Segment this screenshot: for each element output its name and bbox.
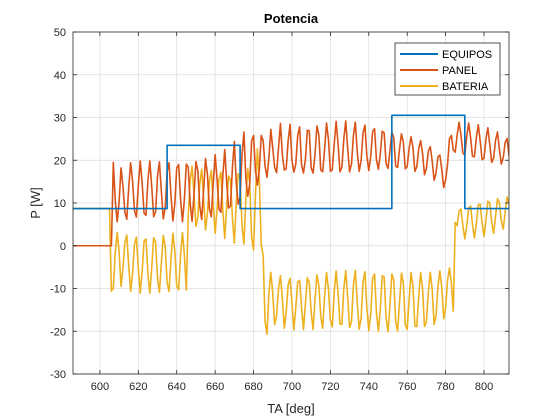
legend: EQUIPOS PANEL BATERIA: [394, 42, 501, 96]
y-tick-label: 50: [54, 27, 66, 39]
y-tick-label: -20: [50, 326, 66, 338]
y-tick-label: 10: [54, 198, 66, 210]
y-tick-label: -30: [50, 369, 66, 381]
x-tick-label: 760: [398, 381, 416, 393]
y-tick-label: 0: [60, 241, 66, 253]
legend-label-panel: PANEL: [442, 65, 477, 77]
x-axis-label: TA [deg]: [267, 401, 314, 416]
x-tick-label: 660: [206, 381, 224, 393]
x-tick-label: 600: [91, 381, 109, 393]
series-line-equipos: [73, 114, 509, 210]
y-tick-label: 40: [54, 70, 66, 82]
y-tick-label: 30: [54, 113, 66, 125]
x-tick-label: 700: [283, 381, 301, 393]
legend-label-bateria: BATERIA: [442, 81, 489, 93]
ticks: 600 620 640 660 680 700 720 740 760 780 800 -30 -20 -…: [50, 27, 509, 393]
series-line-bateria: [73, 147, 509, 336]
x-tick-label: 680: [244, 381, 262, 393]
y-axis-label: P [W]: [28, 187, 43, 219]
x-tick-label: 720: [321, 381, 339, 393]
x-tick-label: 640: [168, 381, 186, 393]
x-tick-label: 800: [475, 381, 493, 393]
x-tick-label: 780: [436, 381, 454, 393]
y-tick-label: -10: [50, 284, 66, 296]
legend-label-equipos: EQUIPOS: [442, 49, 492, 61]
y-tick-label: 20: [54, 155, 66, 167]
chart-title: Potencia: [264, 11, 319, 26]
series-layer: [73, 114, 509, 336]
x-tick-label: 740: [360, 381, 378, 393]
x-tick-label: 620: [129, 381, 147, 393]
